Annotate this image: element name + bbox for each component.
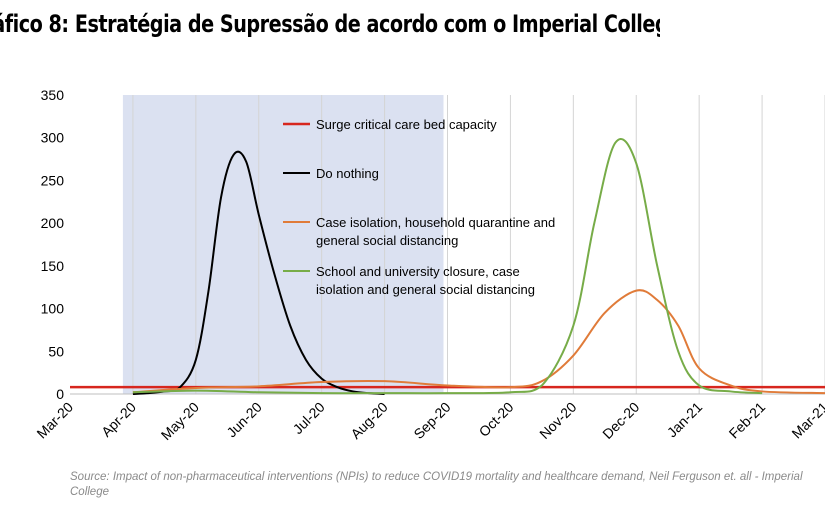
x-tick-labels: Mar-20 Apr-20 May-20 Jun-20 Jul-20 Aug-20 Sep-… xyxy=(33,399,825,443)
x-tick-label: Jan-21 xyxy=(664,399,706,441)
x-tick-label: Nov-20 xyxy=(536,399,579,442)
y-tick-label: 350 xyxy=(41,87,65,103)
legend-label-2: Case isolation, household quarantine and xyxy=(316,215,555,230)
series-line-3 xyxy=(132,137,763,395)
gridlines xyxy=(132,95,825,394)
y-tick-label: 0 xyxy=(56,386,64,402)
y-tick-label: 100 xyxy=(41,301,65,317)
y-tick-label: 50 xyxy=(48,343,64,359)
legend-label-3: isolation and general social distancing xyxy=(316,282,535,297)
x-tick-label: Mar-21 xyxy=(788,399,825,442)
x-tick-label: Dec-20 xyxy=(599,399,642,442)
legend-label-0: Surge critical care bed capacity xyxy=(316,117,497,132)
x-tick-label: May-20 xyxy=(158,399,202,443)
x-tick-label: Mar-20 xyxy=(33,399,76,442)
legend: Surge critical care bed capacity Do nothi… xyxy=(283,117,555,297)
x-tick-label: Aug-20 xyxy=(347,399,390,442)
x-tick-label: Apr-20 xyxy=(98,399,139,440)
y-tick-label: 250 xyxy=(41,172,65,188)
y-tick-labels: 0 50 100 150 200 250 300 350 xyxy=(41,87,65,402)
x-tick-label: Jul-20 xyxy=(290,399,328,437)
x-tick-label: Oct-20 xyxy=(476,399,517,440)
chart-title: Gráfico 8: Estratégia de Supressão de ac… xyxy=(0,10,660,38)
x-tick-label: Feb-21 xyxy=(726,399,769,442)
x-tick-label: Sep-20 xyxy=(410,399,453,442)
y-tick-label: 150 xyxy=(41,258,65,274)
legend-label-2: general social distancing xyxy=(316,233,458,248)
x-tick-label: Jun-20 xyxy=(223,399,265,441)
legend-label-3: School and university closure, case xyxy=(316,264,520,279)
y-tick-label: 300 xyxy=(41,130,65,146)
series-lines xyxy=(70,137,825,395)
y-tick-label: 200 xyxy=(41,215,65,231)
shaded-period xyxy=(122,95,444,394)
legend-label-1: Do nothing xyxy=(316,166,379,181)
series-line-2 xyxy=(132,289,825,395)
source-note: Source: Impact of non-pharmaceutical int… xyxy=(70,471,803,498)
series-line-1 xyxy=(132,150,385,395)
